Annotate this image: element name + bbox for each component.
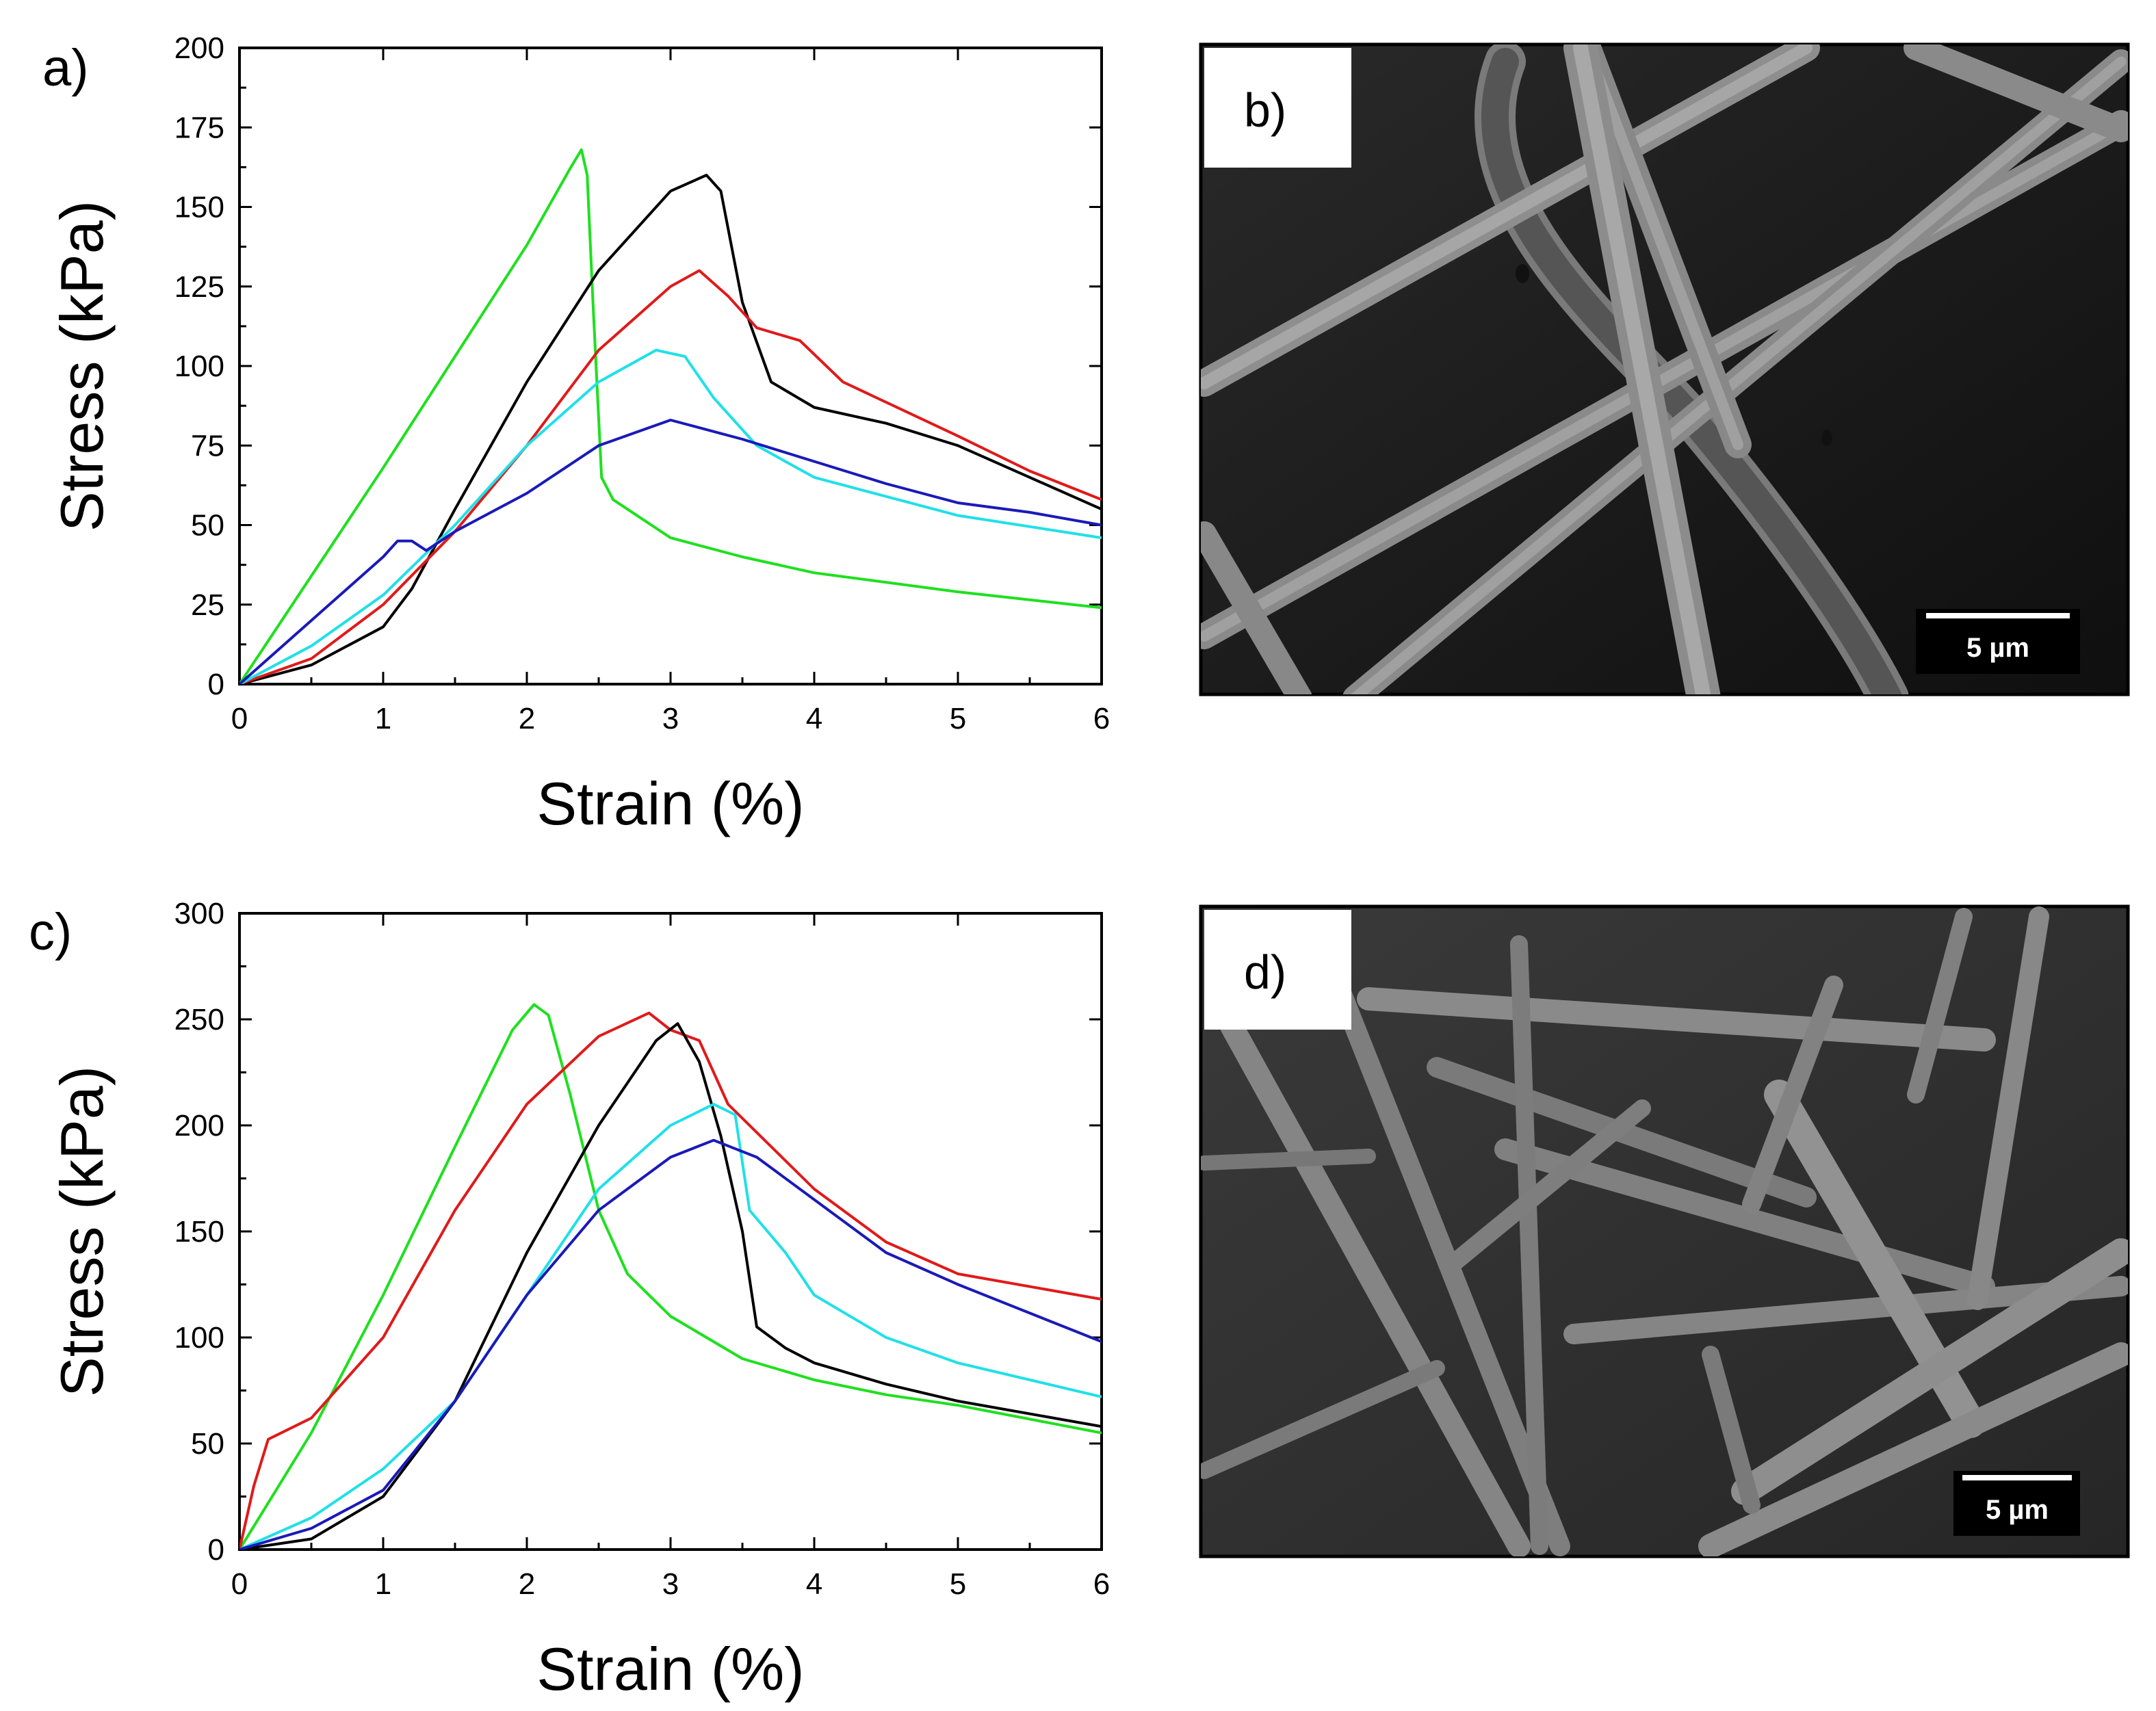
- x-tick-label: 5: [950, 1567, 966, 1601]
- chart-a: a) 0 1 2 3 4 5 6 0 25 50 75 100 125 150 175 200 Strain …: [42, 31, 1110, 837]
- series-line-black: [239, 1022, 1102, 1550]
- y-tick-label: 0: [208, 1533, 224, 1567]
- x-tick-label: 4: [806, 1567, 822, 1601]
- chart-a-frame: [238, 47, 1103, 685]
- y-tick-label: 150: [174, 191, 224, 224]
- x-tick-label: 5: [950, 702, 966, 735]
- y-tick-label: 250: [174, 1003, 224, 1036]
- x-tick-label: 4: [806, 702, 822, 735]
- chart-c-ticks: 0 1 2 3 4 5 6 0 50 100 150 200 250 300: [174, 897, 1111, 1601]
- x-tick-label: 6: [1093, 1567, 1110, 1601]
- sem-d-fibers: [1201, 906, 2128, 1556]
- panel-d-letter: d): [1244, 945, 1286, 999]
- x-tick-label: 0: [231, 702, 248, 735]
- x-tick-label: 3: [662, 702, 679, 735]
- x-tick-label: 1: [375, 1567, 391, 1601]
- scale-bar-label-b: 5 µm: [1966, 633, 2029, 663]
- x-tick-label: 1: [375, 702, 391, 735]
- chart-a-ticks: 0 1 2 3 4 5 6 0 25 50 75 100 125 150 175 200: [174, 31, 1111, 735]
- y-tick-label: 100: [174, 350, 224, 383]
- series-line-black: [239, 174, 1102, 684]
- x-tick-label: 2: [519, 702, 535, 735]
- chart-c-xlabel: Strain (%): [536, 1635, 804, 1703]
- panel-b-label-box: [1204, 48, 1351, 168]
- y-tick-label: 0: [208, 668, 224, 701]
- series-line-red: [239, 269, 1102, 684]
- chart-c-lines: [239, 1003, 1102, 1550]
- chart-a-ylabel: Stress (kPa): [48, 200, 116, 532]
- series-line-blue: [239, 419, 1102, 684]
- y-tick-label: 50: [191, 509, 224, 543]
- y-tick-label: 175: [174, 111, 224, 144]
- scale-bar-box-b: [1916, 609, 2080, 674]
- sem-image-d: d) 5 µm: [1199, 904, 2130, 1558]
- y-tick-label: 200: [174, 1109, 224, 1142]
- x-tick-label: 0: [231, 1567, 248, 1601]
- y-tick-label: 200: [174, 31, 224, 65]
- panel-c-letter: c): [29, 903, 72, 961]
- panel-d-label-box: [1204, 910, 1351, 1030]
- y-tick-label: 150: [174, 1215, 224, 1249]
- chart-a-lines: [239, 148, 1102, 684]
- y-tick-label: 100: [174, 1321, 224, 1355]
- scale-bar-label-d: 5 µm: [1986, 1495, 2049, 1525]
- panel-b-letter: b): [1244, 83, 1286, 137]
- y-tick-label: 25: [191, 588, 224, 622]
- scale-bar-box-d: [1953, 1471, 2080, 1536]
- series-line-blue: [239, 1138, 1102, 1550]
- x-tick-label: 6: [1093, 702, 1110, 735]
- panel-a-letter: a): [42, 39, 89, 97]
- chart-c-frame: [238, 912, 1103, 1551]
- x-tick-label: 2: [519, 1567, 535, 1601]
- sem-b-fibers: [1201, 44, 2128, 694]
- series-line-red: [239, 1011, 1102, 1550]
- series-line-green: [239, 148, 1102, 684]
- chart-c-ylabel: Stress (kPa): [48, 1066, 116, 1397]
- y-tick-label: 125: [174, 270, 224, 304]
- y-tick-label: 300: [174, 897, 224, 930]
- y-tick-label: 75: [191, 429, 224, 462]
- series-line-cyan: [239, 1103, 1102, 1550]
- x-tick-label: 3: [662, 1567, 679, 1601]
- chart-a-xlabel: Strain (%): [536, 770, 804, 837]
- y-tick-label: 50: [191, 1427, 224, 1461]
- sem-image-b: b) 5 µm: [1199, 42, 2130, 696]
- series-line-cyan: [239, 348, 1102, 684]
